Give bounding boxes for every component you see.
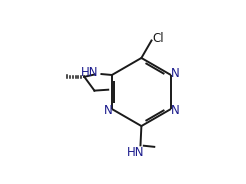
- Text: HN: HN: [127, 146, 145, 159]
- Text: Cl: Cl: [153, 32, 164, 45]
- Text: N: N: [170, 67, 179, 80]
- Text: HN: HN: [81, 66, 98, 79]
- Text: N: N: [170, 104, 179, 117]
- Text: N: N: [104, 104, 112, 117]
